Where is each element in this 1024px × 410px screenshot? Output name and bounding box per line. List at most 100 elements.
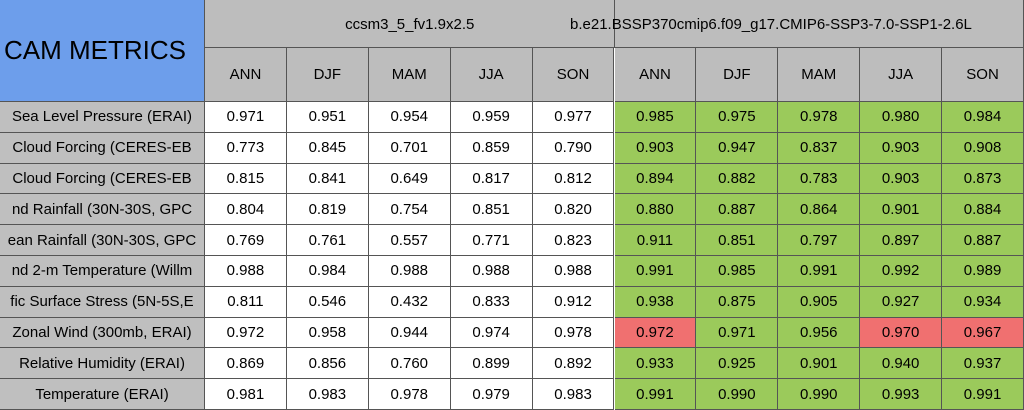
metric-value: 0.940 — [860, 348, 943, 380]
metric-value: 0.845 — [286, 132, 369, 164]
season-header: JJA — [450, 48, 533, 102]
metric-value: 0.933 — [614, 348, 697, 380]
metric-value: 0.927 — [860, 286, 943, 318]
metric-value: 0.974 — [450, 317, 533, 349]
metric-value: 0.546 — [286, 286, 369, 318]
metric-value: 0.887 — [942, 225, 1024, 256]
metric-value: 0.978 — [368, 379, 451, 410]
row-label: Sea Level Pressure (ERAI) — [0, 102, 205, 133]
metric-value: 0.819 — [286, 194, 369, 226]
row-label: Temperature (ERAI) — [0, 379, 205, 410]
metric-value: 0.978 — [532, 317, 615, 349]
metric-value: 0.833 — [450, 286, 533, 318]
row-label: fic Surface Stress (5N-5S,E — [0, 286, 205, 318]
metric-value: 0.771 — [450, 225, 533, 256]
metric-value: 0.899 — [450, 348, 533, 380]
metric-value: 0.892 — [532, 348, 615, 380]
group-header-bg — [614, 0, 1024, 48]
metric-value: 0.985 — [696, 256, 779, 287]
metric-value: 0.760 — [368, 348, 451, 380]
metric-value: 0.934 — [942, 286, 1024, 318]
metric-value: 0.903 — [614, 132, 697, 164]
metric-value: 0.856 — [286, 348, 369, 380]
metric-value: 0.894 — [614, 163, 697, 195]
metric-value: 0.991 — [778, 256, 861, 287]
metric-value: 0.859 — [450, 132, 533, 164]
metric-value: 0.956 — [778, 317, 861, 349]
metric-value: 0.971 — [696, 317, 779, 349]
metric-value: 0.869 — [205, 348, 287, 380]
metric-value: 0.864 — [778, 194, 861, 226]
metric-value: 0.911 — [614, 225, 697, 256]
metric-value: 0.754 — [368, 194, 451, 226]
metric-value: 0.701 — [368, 132, 451, 164]
metric-value: 0.981 — [205, 379, 287, 410]
row-label: ean Rainfall (30N-30S, GPC — [0, 225, 205, 256]
metric-value: 0.988 — [368, 256, 451, 287]
metric-value: 0.984 — [286, 256, 369, 287]
metric-value: 0.938 — [614, 286, 697, 318]
metric-value: 0.882 — [696, 163, 779, 195]
metric-value: 0.897 — [860, 225, 943, 256]
metric-value: 0.944 — [368, 317, 451, 349]
season-header: DJF — [286, 48, 369, 102]
metric-value: 0.783 — [778, 163, 861, 195]
season-header: ANN — [205, 48, 287, 102]
metric-value: 0.985 — [614, 102, 697, 133]
metric-value: 0.979 — [450, 379, 533, 410]
metric-value: 0.991 — [614, 379, 697, 410]
metric-value: 0.983 — [286, 379, 369, 410]
metric-value: 0.901 — [778, 348, 861, 380]
metric-value: 0.970 — [860, 317, 943, 349]
metric-value: 0.851 — [696, 225, 779, 256]
metric-value: 0.797 — [778, 225, 861, 256]
group-header-bg — [205, 0, 615, 48]
metric-value: 0.815 — [205, 163, 287, 195]
metric-value: 0.958 — [286, 317, 369, 349]
metric-value: 0.905 — [778, 286, 861, 318]
metric-value: 0.817 — [450, 163, 533, 195]
metric-value: 0.947 — [696, 132, 779, 164]
metric-value: 0.951 — [286, 102, 369, 133]
metric-value: 0.967 — [942, 317, 1024, 349]
metric-value: 0.984 — [942, 102, 1024, 133]
metric-value: 0.988 — [205, 256, 287, 287]
metric-value: 0.901 — [860, 194, 943, 226]
group-title: ccsm3_5_fv1.9x2.5 — [345, 15, 475, 33]
metric-value: 0.880 — [614, 194, 697, 226]
metric-value: 0.903 — [860, 163, 943, 195]
metric-value: 0.875 — [696, 286, 779, 318]
metric-value: 0.990 — [778, 379, 861, 410]
metric-value: 0.937 — [942, 348, 1024, 380]
metric-value: 0.912 — [532, 286, 615, 318]
metric-value: 0.972 — [205, 317, 287, 349]
metric-value: 0.977 — [532, 102, 615, 133]
metric-value: 0.991 — [614, 256, 697, 287]
season-header: DJF — [696, 48, 779, 102]
group-title: b.e21.BSSP370cmip6.f09_g17.CMIP6-SSP3-7.… — [570, 15, 972, 33]
metric-value: 0.773 — [205, 132, 287, 164]
metric-value: 0.983 — [532, 379, 615, 410]
metric-value: 0.887 — [696, 194, 779, 226]
metric-value: 0.820 — [532, 194, 615, 226]
metric-value: 0.988 — [450, 256, 533, 287]
row-label: nd Rainfall (30N-30S, GPC — [0, 194, 205, 226]
season-header: JJA — [860, 48, 943, 102]
metric-value: 0.990 — [696, 379, 779, 410]
metric-value: 0.873 — [942, 163, 1024, 195]
metric-value: 0.989 — [942, 256, 1024, 287]
metric-value: 0.841 — [286, 163, 369, 195]
metric-value: 0.649 — [368, 163, 451, 195]
row-label: Cloud Forcing (CERES-EB — [0, 163, 205, 195]
season-header: ANN — [614, 48, 697, 102]
metric-value: 0.432 — [368, 286, 451, 318]
metric-value: 0.811 — [205, 286, 287, 318]
metric-value: 0.971 — [205, 102, 287, 133]
metric-value: 0.884 — [942, 194, 1024, 226]
metric-value: 0.761 — [286, 225, 369, 256]
metric-value: 0.908 — [942, 132, 1024, 164]
metric-value: 0.980 — [860, 102, 943, 133]
metric-value: 0.851 — [450, 194, 533, 226]
metric-value: 0.769 — [205, 225, 287, 256]
